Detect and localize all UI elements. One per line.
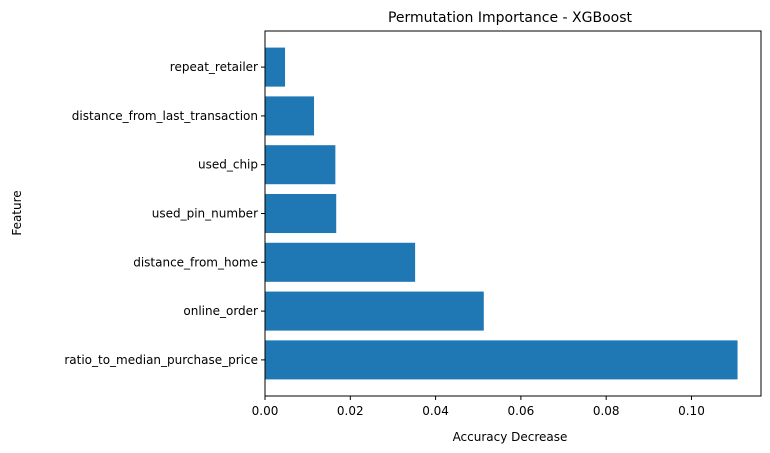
chart-title: Permutation Importance - XGBoost — [388, 10, 633, 26]
y-tick-label: ratio_to_median_purchase_price — [64, 353, 258, 367]
y-tick-label: distance_from_home — [133, 255, 258, 269]
bars-group — [265, 47, 738, 380]
x-tick-label: 0.10 — [678, 404, 705, 418]
x-tick-label: 0.00 — [252, 404, 279, 418]
y-axis-label: Feature — [10, 190, 24, 235]
x-axis-label: Accuracy Decrease — [453, 430, 568, 444]
y-axis-ticks: ratio_to_median_purchase_price online_ord… — [64, 60, 265, 367]
x-axis-ticks: 0.00 0.02 0.04 0.06 0.08 0.10 — [252, 396, 705, 418]
y-tick-label: used_pin_number — [152, 207, 258, 221]
y-tick-label: distance_from_last_transaction — [72, 109, 258, 123]
bar-online-order — [265, 291, 484, 331]
x-tick-label: 0.04 — [422, 404, 449, 418]
bar-repeat-retailer — [265, 47, 286, 87]
bar-distance-from-last-transaction — [265, 96, 315, 136]
bar-distance-from-home — [265, 242, 416, 282]
x-tick-label: 0.08 — [593, 404, 620, 418]
y-tick-label: online_order — [183, 304, 258, 318]
y-tick-label: repeat_retailer — [170, 60, 258, 74]
bar-ratio-to-median-purchase-price — [265, 340, 738, 380]
bar-used-chip — [265, 145, 336, 185]
y-tick-label: used_chip — [198, 158, 258, 172]
x-tick-label: 0.02 — [337, 404, 364, 418]
bar-used-pin-number — [265, 193, 337, 234]
x-tick-label: 0.06 — [508, 404, 535, 418]
